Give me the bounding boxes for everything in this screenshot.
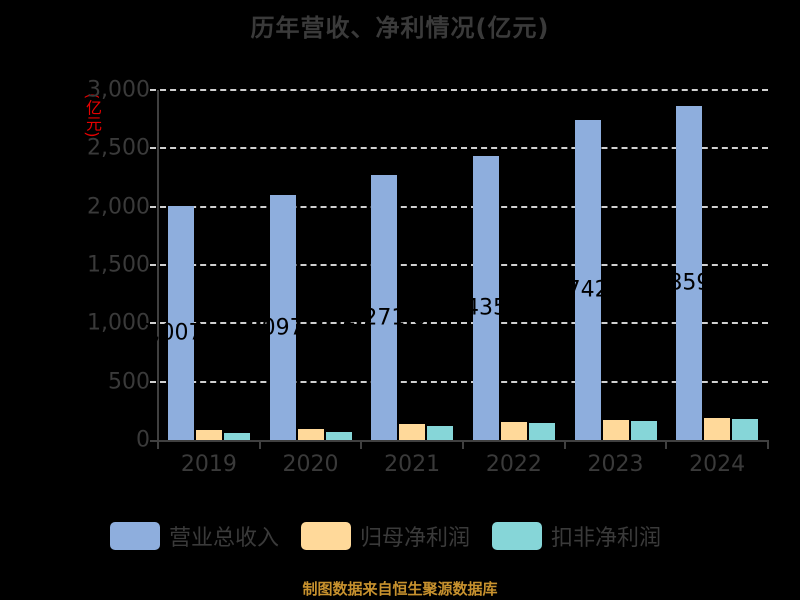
legend-label: 归母净利润: [360, 526, 471, 551]
y-tick-label: 1,000: [87, 310, 150, 336]
source-footer: 制图数据来自恒生聚源数据库: [302, 580, 498, 598]
gridline: [150, 322, 768, 325]
legend-label: 营业总收入: [169, 526, 280, 551]
x-tick-label: 2024: [689, 452, 746, 477]
bar-2020-rev[interactable]: [269, 195, 296, 440]
data-label: 2,742.0: [545, 277, 630, 303]
bar-2023-rev[interactable]: [574, 120, 601, 440]
gridline: [150, 264, 768, 266]
y-axis-line: [157, 90, 159, 448]
bar-2020-nnp[interactable]: [325, 431, 352, 440]
legend-swatch: [492, 522, 543, 550]
legend-item-deducted-net-profit[interactable]: 扣非净利润: [492, 520, 661, 552]
y-axis-unit: (亿元): [83, 93, 102, 138]
gridline: [150, 89, 768, 91]
x-tick-mark: [157, 440, 159, 449]
gridline: [150, 205, 768, 208]
bar-2019-rev[interactable]: [168, 205, 194, 440]
data-label: 2,271.0: [342, 305, 427, 331]
legend-item-revenue[interactable]: 营业总收入: [110, 520, 279, 552]
bar-2020-np[interactable]: [297, 429, 324, 440]
data-label: 2,435.7: [444, 295, 528, 321]
bar-2024-rev[interactable]: [676, 106, 703, 440]
legend: 营业总收入 归母净利润 扣非净利润: [110, 520, 683, 552]
y-tick-label: 2,500: [87, 135, 150, 161]
x-axis-line: [150, 440, 768, 442]
bar-2021-rev[interactable]: [371, 175, 398, 440]
x-tick-mark: [462, 440, 464, 449]
x-tick-mark: [360, 440, 363, 449]
x-tick-label: 2022: [485, 452, 542, 477]
bar-2024-np[interactable]: [704, 417, 731, 440]
x-tick-mark: [563, 440, 566, 449]
chart-title: 历年营收、净利情况(亿元): [250, 14, 550, 42]
x-tick-label: 2019: [180, 452, 237, 477]
x-tick-mark: [767, 440, 769, 449]
gridline: [150, 380, 768, 383]
bar-2021-np[interactable]: [399, 424, 426, 440]
bar-2019-nnp[interactable]: [224, 433, 250, 440]
bar-2021-nnp[interactable]: [427, 426, 454, 440]
y-tick-label: 3,000: [87, 77, 150, 103]
x-tick-label: 2020: [282, 452, 339, 477]
gridline: [150, 147, 768, 150]
y-tick-label: 2,000: [87, 194, 150, 220]
legend-swatch: [301, 522, 352, 550]
bar-2023-nnp[interactable]: [630, 420, 657, 440]
y-tick-label: 1,500: [87, 252, 150, 278]
data-label: 2,007.x: [139, 320, 223, 346]
bar-2022-np[interactable]: [501, 422, 527, 440]
x-tick-mark: [665, 440, 668, 449]
x-tick-label: 2023: [587, 452, 644, 477]
bar-2022-rev[interactable]: [473, 155, 499, 440]
x-tick-label: 2021: [384, 452, 441, 477]
bar-2019-np[interactable]: [196, 429, 222, 440]
legend-label: 扣非净利润: [551, 526, 662, 551]
bar-2023-np[interactable]: [602, 420, 629, 440]
x-tick-mark: [258, 440, 261, 449]
data-label: 2,097.2: [240, 315, 325, 341]
legend-item-net-profit[interactable]: 归母净利润: [301, 520, 470, 552]
bar-2022-nnp[interactable]: [529, 422, 555, 440]
data-label: 2,859.8: [647, 270, 732, 296]
legend-swatch: [110, 522, 160, 550]
y-tick-label: 500: [108, 369, 150, 395]
y-tick-label: 0: [136, 427, 150, 453]
bar-2024-nnp[interactable]: [732, 419, 759, 440]
